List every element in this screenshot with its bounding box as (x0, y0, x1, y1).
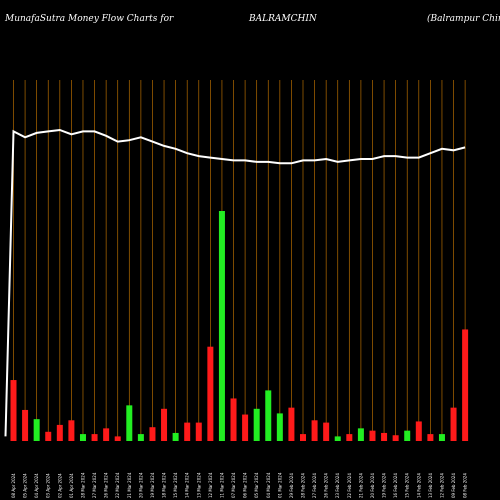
x-tick-label: 15 Mar 2024 (173, 472, 178, 498)
bar-red (91, 434, 98, 441)
x-tick-label: 19 Feb 2024 (382, 473, 387, 498)
x-tick-label: 26 Mar 2024 (104, 472, 109, 498)
bar-green (33, 419, 40, 441)
bar-red (415, 421, 422, 441)
bar-green (438, 434, 445, 441)
price-line (4, 128, 466, 437)
x-tick-label: 16 Feb 2024 (393, 473, 398, 498)
bar-red (369, 430, 376, 441)
x-tick-label: 12 Feb 2024 (439, 473, 444, 498)
bar-red (114, 436, 121, 441)
bar-green (276, 413, 283, 441)
x-tick-label: 14 Feb 2024 (416, 473, 421, 498)
x-tick-label: 26 Feb 2024 (324, 473, 329, 498)
bar-green (218, 211, 225, 441)
x-tick-label: 07 Mar 2024 (231, 472, 236, 498)
bar-red (462, 329, 469, 441)
x-tick-label: 21 Feb 2024 (358, 473, 363, 498)
x-tick-label: 19 Mar 2024 (150, 472, 155, 498)
x-tick-label: 22 Mar 2024 (115, 472, 120, 498)
bar-red (103, 428, 110, 441)
chart-header: MunafaSutra Money Flow Charts for BALRAM… (4, 13, 500, 24)
bar-green (334, 436, 341, 441)
x-tick-label: 28 Feb 2024 (301, 473, 306, 498)
x-tick-label: 11 Mar 2024 (219, 472, 224, 498)
header-symbol: BALRAMCHIN (248, 14, 318, 24)
bar-red (149, 427, 156, 441)
bar-green (357, 428, 364, 441)
x-tick-label: 13 Mar 2024 (196, 472, 201, 498)
x-tick-label: 15 Feb 2024 (405, 473, 410, 498)
bar-green (126, 405, 133, 441)
bar-green (79, 434, 86, 441)
bar-red (311, 420, 318, 441)
bar-green (404, 430, 411, 441)
x-tick-label: 22 Feb 2024 (347, 473, 352, 498)
x-tick-label: 12 Mar 2024 (208, 472, 213, 498)
x-tick-label: 14 Mar 2024 (185, 472, 190, 498)
x-tick-label: 01 Apr 2024 (69, 473, 74, 498)
bar-green (137, 434, 144, 441)
bar-green (265, 390, 272, 441)
x-tick-label: 29 Feb 2024 (289, 473, 294, 498)
bar-red (242, 414, 249, 441)
x-tick-label: 23 Feb 2024 (335, 473, 340, 498)
x-tick-label: 09 Feb 2024 (451, 473, 456, 498)
x-tick-label: 21 Mar 2024 (127, 472, 132, 498)
bars (10, 211, 469, 441)
x-tick-label: 04 Mar 2024 (266, 472, 271, 498)
x-tick-label: 06 Mar 2024 (243, 472, 248, 498)
header-company: (Balrampur Chin (427, 13, 500, 24)
x-tick-label: 27 Feb 2024 (312, 473, 317, 498)
x-axis-labels: 08 Apr 2024 05 Apr 2024 04 Apr 2024 03 Apr … (11, 472, 468, 498)
x-tick-label: 18 Mar 2024 (162, 472, 167, 498)
grid-lines (13, 80, 466, 441)
x-tick-label: 05 Apr 2024 (23, 473, 28, 498)
x-tick-label: 08 Feb 2024 (463, 473, 468, 498)
bar-red (10, 380, 17, 441)
bar-red (323, 422, 330, 441)
x-tick-label: 01 Mar 2024 (277, 472, 282, 498)
bar-red (207, 346, 214, 441)
x-tick-label: 05 Mar 2024 (254, 472, 259, 498)
x-tick-label: 27 Mar 2024 (92, 472, 97, 498)
bar-red (381, 432, 388, 441)
bar-red (392, 435, 399, 441)
bar-green (172, 432, 179, 441)
x-tick-label: 20 Feb 2024 (370, 473, 375, 498)
x-tick-label: 13 Feb 2024 (428, 473, 433, 498)
header-title: MunafaSutra Money Flow Charts for (4, 14, 174, 24)
bar-red (195, 422, 202, 441)
bar-red (45, 431, 52, 441)
bar-red (161, 408, 168, 441)
bar-red (450, 407, 457, 441)
bar-red (184, 422, 191, 441)
x-tick-label: 20 Mar 2024 (138, 472, 143, 498)
bar-red (56, 424, 63, 441)
x-tick-label: 02 Apr 2024 (57, 473, 62, 498)
bar-red (300, 434, 306, 441)
bar-red (346, 434, 353, 441)
bar-red (68, 420, 75, 441)
x-tick-label: 08 Apr 2024 (11, 473, 16, 498)
x-tick-label: 28 Mar 2024 (80, 472, 85, 498)
bar-red (230, 398, 237, 441)
x-tick-label: 03 Apr 2024 (46, 473, 51, 498)
bar-red (288, 407, 295, 441)
bar-green (253, 408, 260, 441)
x-tick-label: 04 Apr 2024 (34, 473, 39, 498)
bar-red (22, 409, 29, 441)
bar-red (427, 434, 434, 441)
